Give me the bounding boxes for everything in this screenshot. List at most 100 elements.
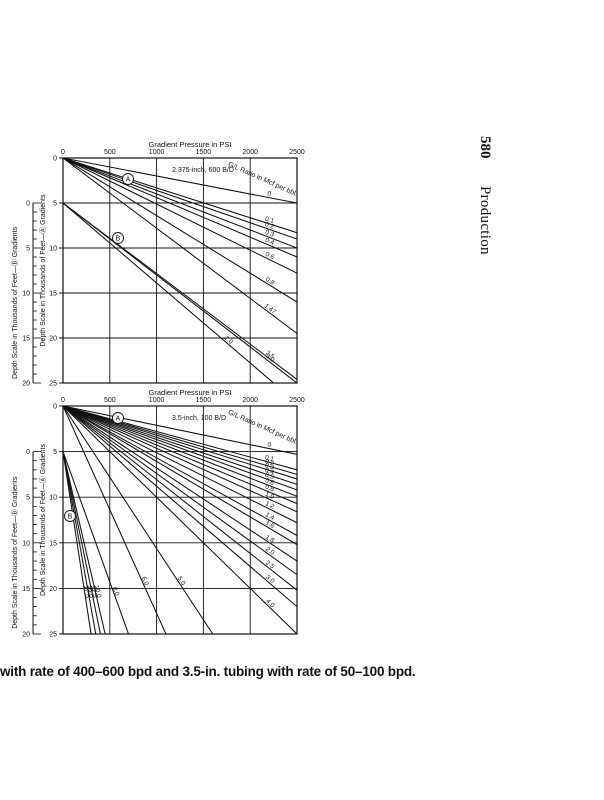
x-tick-label: 0 (61, 149, 65, 156)
series-label: 2.5 (264, 350, 276, 361)
y-tick-label: 20 (49, 336, 57, 343)
series-label: 1.47 (263, 303, 278, 316)
outer-y-tick-label: 15 (22, 586, 30, 593)
series-line (63, 406, 297, 475)
y-tick-label: 25 (49, 632, 57, 639)
y-tick-label: 15 (49, 540, 57, 547)
series-label: 8.0 (111, 586, 121, 597)
y-tick-label: 20 (49, 586, 57, 593)
series-line (63, 158, 297, 258)
series-line (63, 158, 297, 240)
outer-y-tick-label: 0 (26, 201, 30, 208)
series-label: 3.0 (264, 353, 276, 364)
series-label: 2.0 (223, 335, 235, 346)
series-line (63, 451, 92, 634)
series-line (63, 406, 297, 608)
group-marker-label: B (116, 236, 121, 243)
y-tick-label: 0 (53, 156, 57, 163)
series-label: 1.2 (264, 500, 276, 510)
series-label: 17.5 (82, 585, 91, 599)
series-label: 0.5 (264, 472, 275, 482)
x-tick-label: 2000 (242, 149, 258, 156)
x-tick-label: 500 (104, 149, 116, 156)
outer-y-tick-label: 10 (22, 540, 30, 547)
outer-y-tick-label: 0 (26, 449, 30, 456)
legend-title: G/L Ratio in Mcf per bbl. (227, 409, 299, 446)
outer-y-axis-title: Depth Scale in Thousands of Feet—Ⓑ Gradi… (11, 227, 19, 380)
series-line (63, 406, 297, 455)
group-marker-label: B (68, 514, 73, 521)
series-label: 1.6 (264, 519, 276, 530)
series-line (63, 406, 297, 480)
x-tick-label: 2500 (289, 397, 305, 404)
figure-caption: with rate of 400–600 bpd and 3.5-in. tub… (0, 664, 416, 679)
group-marker-circle (122, 173, 134, 185)
series-line (63, 406, 297, 524)
series-label: 0.1 (264, 454, 275, 463)
series-label: 2.0 (264, 546, 276, 557)
series-label: 0.8 (264, 484, 275, 494)
y-tick-label: 5 (53, 201, 57, 208)
series-label: 3.0 (264, 574, 276, 585)
series-line (63, 406, 297, 562)
series-line (63, 406, 297, 546)
series-label: 0.4 (264, 467, 275, 477)
series-line (63, 158, 297, 204)
x-tick-label: 1500 (196, 149, 212, 156)
series-line (63, 406, 297, 491)
x-tick-label: 2000 (242, 397, 258, 404)
series-label: 0.8 (264, 276, 276, 287)
series-label: 0.2 (264, 221, 275, 231)
series-line (63, 451, 101, 634)
series-lines (63, 158, 297, 383)
series-label: 0.6 (264, 251, 276, 261)
outer-y-axis-title: Depth Scale in Thousands of Feet—Ⓑ Gradi… (11, 476, 19, 629)
series-line (63, 406, 297, 471)
series-label: 0.1 (264, 216, 275, 226)
page-number: 580 (477, 136, 493, 159)
series-label: 6.0 (140, 576, 150, 587)
series-label: 4.0 (264, 598, 276, 610)
series-label: 0.2 (264, 458, 275, 467)
series-label: 0.4 (264, 237, 275, 247)
series-line (63, 406, 297, 591)
series-line (63, 451, 97, 634)
series-line (63, 406, 297, 505)
outer-y-tick-label: 20 (22, 381, 30, 388)
series-line (63, 406, 297, 576)
group-marker-label: A (116, 416, 121, 423)
group-marker-label: A (126, 177, 131, 184)
series-line (63, 451, 106, 634)
chart-title: 3.5-inch, 100 B/D (172, 415, 226, 422)
x-axis-title: Gradient Pressure in PSI (149, 388, 232, 397)
x-tick-label: 1000 (149, 397, 165, 404)
outer-y-tick-label: 10 (22, 291, 30, 298)
y-tick-label: 25 (49, 381, 57, 388)
y-tick-label: 10 (49, 495, 57, 502)
series-label: 10.0 (92, 585, 102, 599)
series-lines (63, 406, 297, 634)
y-tick-label: 10 (49, 246, 57, 253)
series-label: 1.0 (264, 491, 275, 501)
y-tick-label: 0 (53, 404, 57, 411)
series-line (63, 158, 297, 334)
series-line (63, 158, 297, 249)
group-marker-circle (112, 232, 124, 244)
series-line (63, 202, 297, 380)
group-marker-circle (64, 510, 76, 522)
series-line (63, 202, 274, 383)
series-line (63, 406, 297, 536)
series-label: 2.5 (264, 559, 276, 570)
x-tick-label: 500 (104, 397, 116, 404)
y-axis-title: Depth Scale in Thousands of Feet—Ⓐ Gradi… (39, 194, 47, 347)
series-label: 0.3 (264, 462, 275, 471)
outer-y-tick-label: 20 (22, 632, 30, 639)
outer-y-tick-label: 5 (26, 246, 30, 253)
series-label: 0.3 (264, 229, 275, 239)
series-line (63, 406, 167, 634)
x-tick-label: 1500 (196, 397, 212, 404)
series-label: 1.8 (264, 534, 276, 545)
series-line (63, 158, 297, 303)
